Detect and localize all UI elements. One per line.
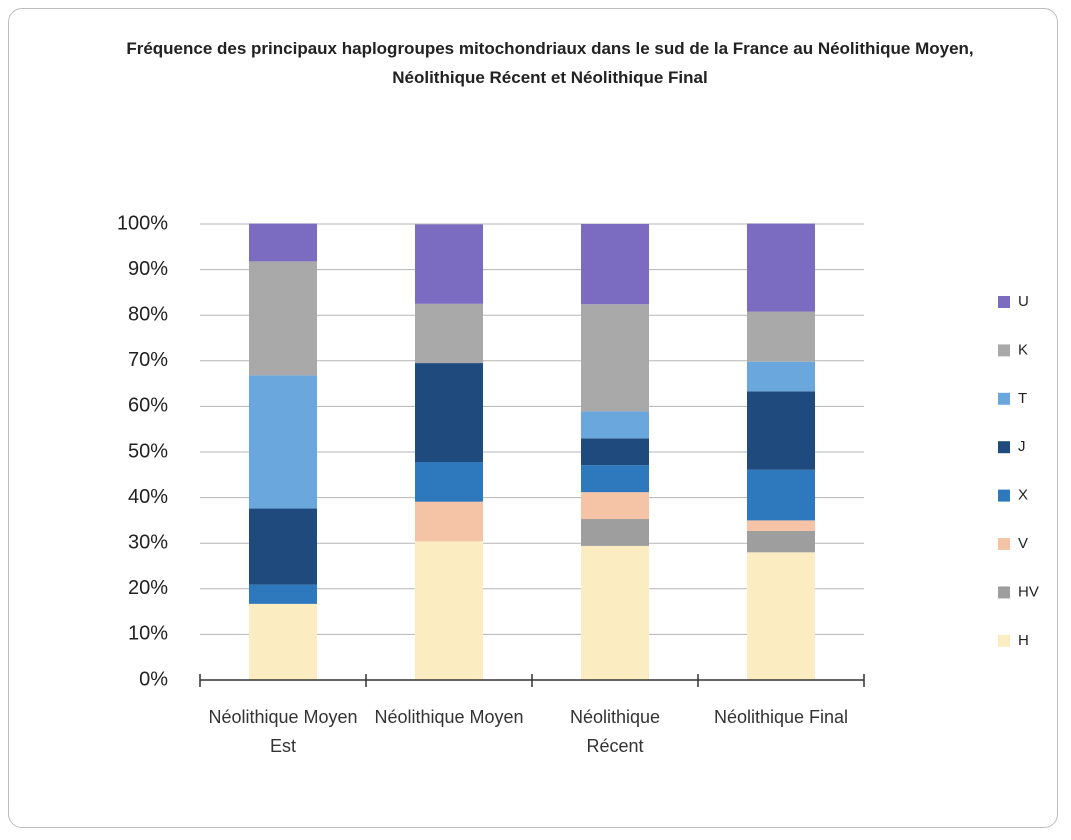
legend-label: V: [1018, 535, 1028, 552]
bar-segment: [747, 520, 815, 531]
y-tick-label: 0%: [139, 668, 168, 690]
y-tick-label: 70%: [128, 349, 168, 371]
bar-segment: [581, 411, 649, 439]
bar-segment: [415, 501, 483, 542]
legend-swatch: [998, 489, 1010, 502]
bar-segment: [581, 519, 649, 546]
legend-label: X: [1018, 487, 1028, 504]
bar-segment: [747, 469, 815, 521]
legend-label: K: [1018, 341, 1028, 358]
y-tick-label: 40%: [128, 486, 168, 508]
bar-segment: [415, 363, 483, 463]
chart-title: Fréquence des principaux haplogroupes mi…: [126, 39, 974, 87]
y-tick-label: 80%: [128, 303, 168, 325]
legend-swatch: [998, 296, 1010, 308]
bar-segment: [415, 541, 483, 680]
bar-segment: [415, 462, 483, 502]
y-tick-label: 50%: [128, 440, 168, 462]
legend-swatch: [998, 634, 1010, 647]
bar-segment: [249, 603, 317, 680]
legend-label: HV: [1018, 583, 1039, 600]
legend-label: H: [1018, 632, 1029, 649]
legend-label: U: [1018, 293, 1029, 310]
y-tick-label: 20%: [128, 577, 168, 599]
bar-segment: [415, 224, 483, 304]
bar-segment: [581, 545, 649, 680]
bar-segment: [249, 508, 317, 585]
bar-segment: [581, 438, 649, 466]
bar-segment: [747, 311, 815, 362]
bar-segment: [581, 492, 649, 520]
bar-segment: [581, 304, 649, 412]
bar-segment: [415, 303, 483, 364]
bar-segment: [249, 375, 317, 509]
bar-segment: [581, 224, 649, 305]
y-tick-label: 60%: [128, 395, 168, 417]
bar-segment: [747, 391, 815, 470]
legend-swatch: [998, 441, 1010, 454]
legend-label: T: [1018, 390, 1027, 407]
legend-swatch: [998, 586, 1010, 599]
bar-segment: [747, 361, 815, 392]
bar-segment: [249, 223, 317, 262]
bar-segment: [249, 261, 317, 376]
legend-swatch: [998, 344, 1010, 357]
y-tick-label: 90%: [128, 258, 168, 280]
y-tick-label: 100%: [117, 212, 168, 234]
bar-segment: [747, 223, 815, 312]
y-tick-label: 10%: [128, 623, 168, 645]
bar-segment: [747, 552, 815, 680]
legend-label: J: [1018, 438, 1026, 455]
y-tick-label: 30%: [128, 531, 168, 553]
x-tick-label: Néolithique Moyen Est: [208, 707, 358, 756]
chart-frame: [8, 8, 1058, 828]
x-tick-label: Néolithique Final: [713, 707, 849, 727]
x-tick-label: Néolithique Récent: [569, 707, 661, 756]
x-tick-label: Néolithique Moyen: [374, 707, 524, 727]
bar-segment: [581, 465, 649, 493]
legend-swatch: [998, 392, 1010, 405]
bar-segment: [249, 584, 317, 604]
bar-segment: [747, 530, 815, 553]
legend-swatch: [998, 538, 1010, 550]
